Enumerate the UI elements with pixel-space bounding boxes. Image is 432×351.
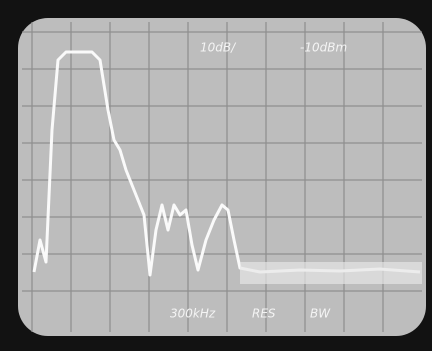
bw-label: BW (310, 307, 331, 321)
ref-level-label: -10dBm (300, 41, 347, 55)
noise-floor (240, 262, 422, 284)
screen (18, 18, 426, 336)
rbw-label: RES (252, 307, 276, 321)
rbw-value: 300kHz (170, 307, 216, 321)
scale-label: 10dB/ (200, 41, 237, 55)
trace (32, 50, 421, 277)
